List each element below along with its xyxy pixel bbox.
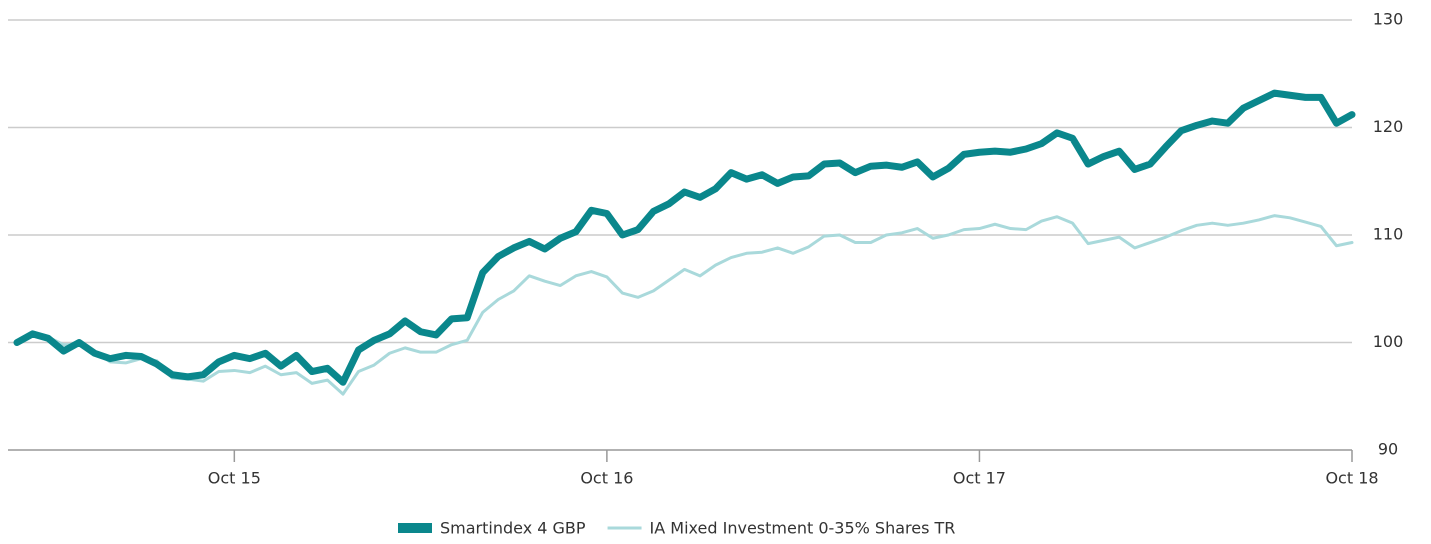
y-tick-label: 130 [1373,10,1404,29]
x-tick-label: Oct 16 [580,469,633,488]
series-line [13,89,1356,386]
y-tick-label: 100 [1373,332,1404,351]
legend-label: Smartindex 4 GBP [440,519,586,538]
series-line [15,214,1354,396]
legend-swatch [398,523,432,533]
y-tick-label: 90 [1378,440,1398,459]
y-tick-label: 120 [1373,117,1404,136]
y-tick-label: 110 [1373,225,1404,244]
x-tick-label: Oct 18 [1325,469,1378,488]
x-tick-label: Oct 15 [208,469,261,488]
x-tick-label: Oct 17 [953,469,1006,488]
legend-label: IA Mixed Investment 0-35% Shares TR [650,519,956,538]
